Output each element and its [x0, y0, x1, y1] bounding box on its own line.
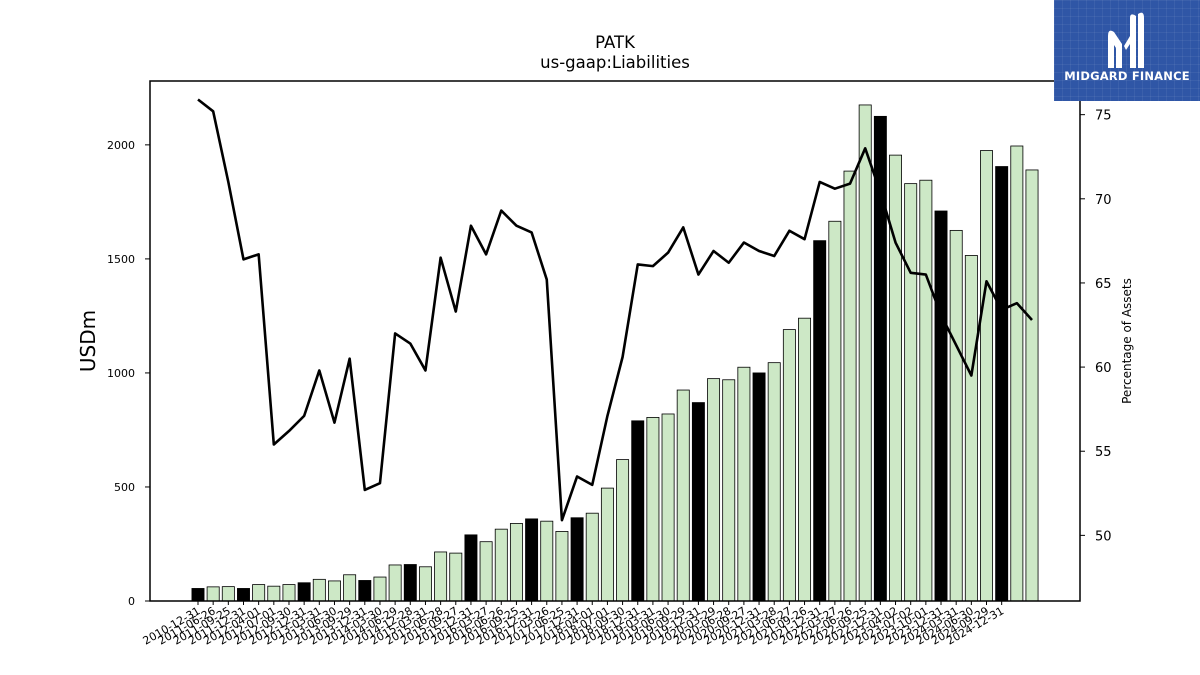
- bar: [798, 317, 812, 602]
- bar: [388, 564, 402, 602]
- y2-tick-label: 50: [1095, 529, 1112, 544]
- y2-tick-label: 70: [1095, 193, 1112, 208]
- bar: [328, 580, 341, 602]
- logo-m-icon: [1108, 12, 1144, 69]
- y-tick-label: 500: [114, 481, 135, 494]
- bar: [828, 220, 842, 602]
- bar: [555, 531, 569, 602]
- bar: [767, 362, 781, 602]
- bar: [600, 487, 614, 602]
- bar: [1025, 169, 1039, 602]
- bar: [752, 372, 766, 602]
- line-series: [197, 98, 1033, 522]
- bar: [191, 588, 205, 602]
- bar: [707, 378, 721, 602]
- bar: [934, 210, 948, 602]
- bar: [464, 534, 478, 602]
- logo-text: MIDGARD FINANCE: [1064, 69, 1190, 83]
- bar: [980, 150, 993, 602]
- bar: [616, 459, 630, 602]
- bar: [1010, 145, 1024, 602]
- y-tick-label: 1000: [107, 367, 135, 380]
- bar: [312, 578, 326, 602]
- y-tick-label: 1500: [107, 253, 135, 266]
- y2-axis-label: Percentage of Assets: [1120, 278, 1134, 404]
- bar: [646, 416, 660, 602]
- bar: [358, 580, 372, 602]
- y2-axis: 50 55 60 65 70 75: [1080, 109, 1112, 544]
- y-axis-label: USDm: [76, 310, 100, 372]
- bar: [449, 552, 463, 602]
- bar: [858, 104, 872, 602]
- percentage-line: [197, 98, 1033, 522]
- bar: [722, 379, 736, 602]
- bar: [661, 413, 675, 602]
- bar: [403, 564, 417, 602]
- plot-frame: [149, 80, 1081, 602]
- bar: [343, 574, 357, 602]
- bar: [813, 240, 827, 602]
- bar: [297, 582, 311, 602]
- bar: [373, 576, 387, 602]
- bar: [904, 183, 918, 602]
- bar: [509, 523, 523, 602]
- bar: [494, 528, 508, 602]
- bar: [525, 518, 539, 602]
- bar: [631, 420, 645, 602]
- y2-tick-label: 60: [1095, 361, 1112, 376]
- bar: [843, 170, 857, 602]
- bar: [585, 512, 599, 602]
- bar: [221, 586, 235, 602]
- chart-title: PATK: [595, 33, 636, 52]
- logo-background-pattern: [1054, 0, 1200, 101]
- chart-subtitle: us-gaap:Liabilities: [540, 53, 690, 72]
- bar: [919, 179, 933, 602]
- bar: [995, 166, 1009, 602]
- bar: [964, 255, 978, 602]
- y-axis: 0 500 1000 1500 2000: [107, 139, 150, 608]
- bar: [479, 541, 493, 602]
- y2-tick-label: 75: [1095, 109, 1112, 124]
- bar: [737, 366, 751, 602]
- bar-series: [191, 104, 1039, 602]
- bar: [691, 402, 705, 602]
- y2-tick-label: 55: [1095, 445, 1112, 460]
- midgard-finance-logo: MIDGARD FINANCE: [1054, 0, 1200, 101]
- x-axis: 2010-12-312011-06-262011-09-252011-12-31…: [141, 601, 1006, 648]
- bar: [949, 229, 963, 602]
- bar: [237, 588, 250, 602]
- bar: [782, 329, 796, 602]
- bar: [676, 389, 690, 602]
- bar: [267, 585, 281, 602]
- y-tick-label: 2000: [107, 139, 135, 152]
- bar: [252, 584, 266, 602]
- bar: [206, 586, 220, 602]
- y2-tick-label: 65: [1095, 277, 1112, 292]
- bar: [540, 520, 554, 602]
- y-tick-label: 0: [128, 595, 135, 608]
- bar: [570, 517, 584, 602]
- bar: [889, 154, 902, 602]
- bar: [282, 584, 296, 602]
- bar: [418, 566, 432, 602]
- bar: [434, 551, 448, 602]
